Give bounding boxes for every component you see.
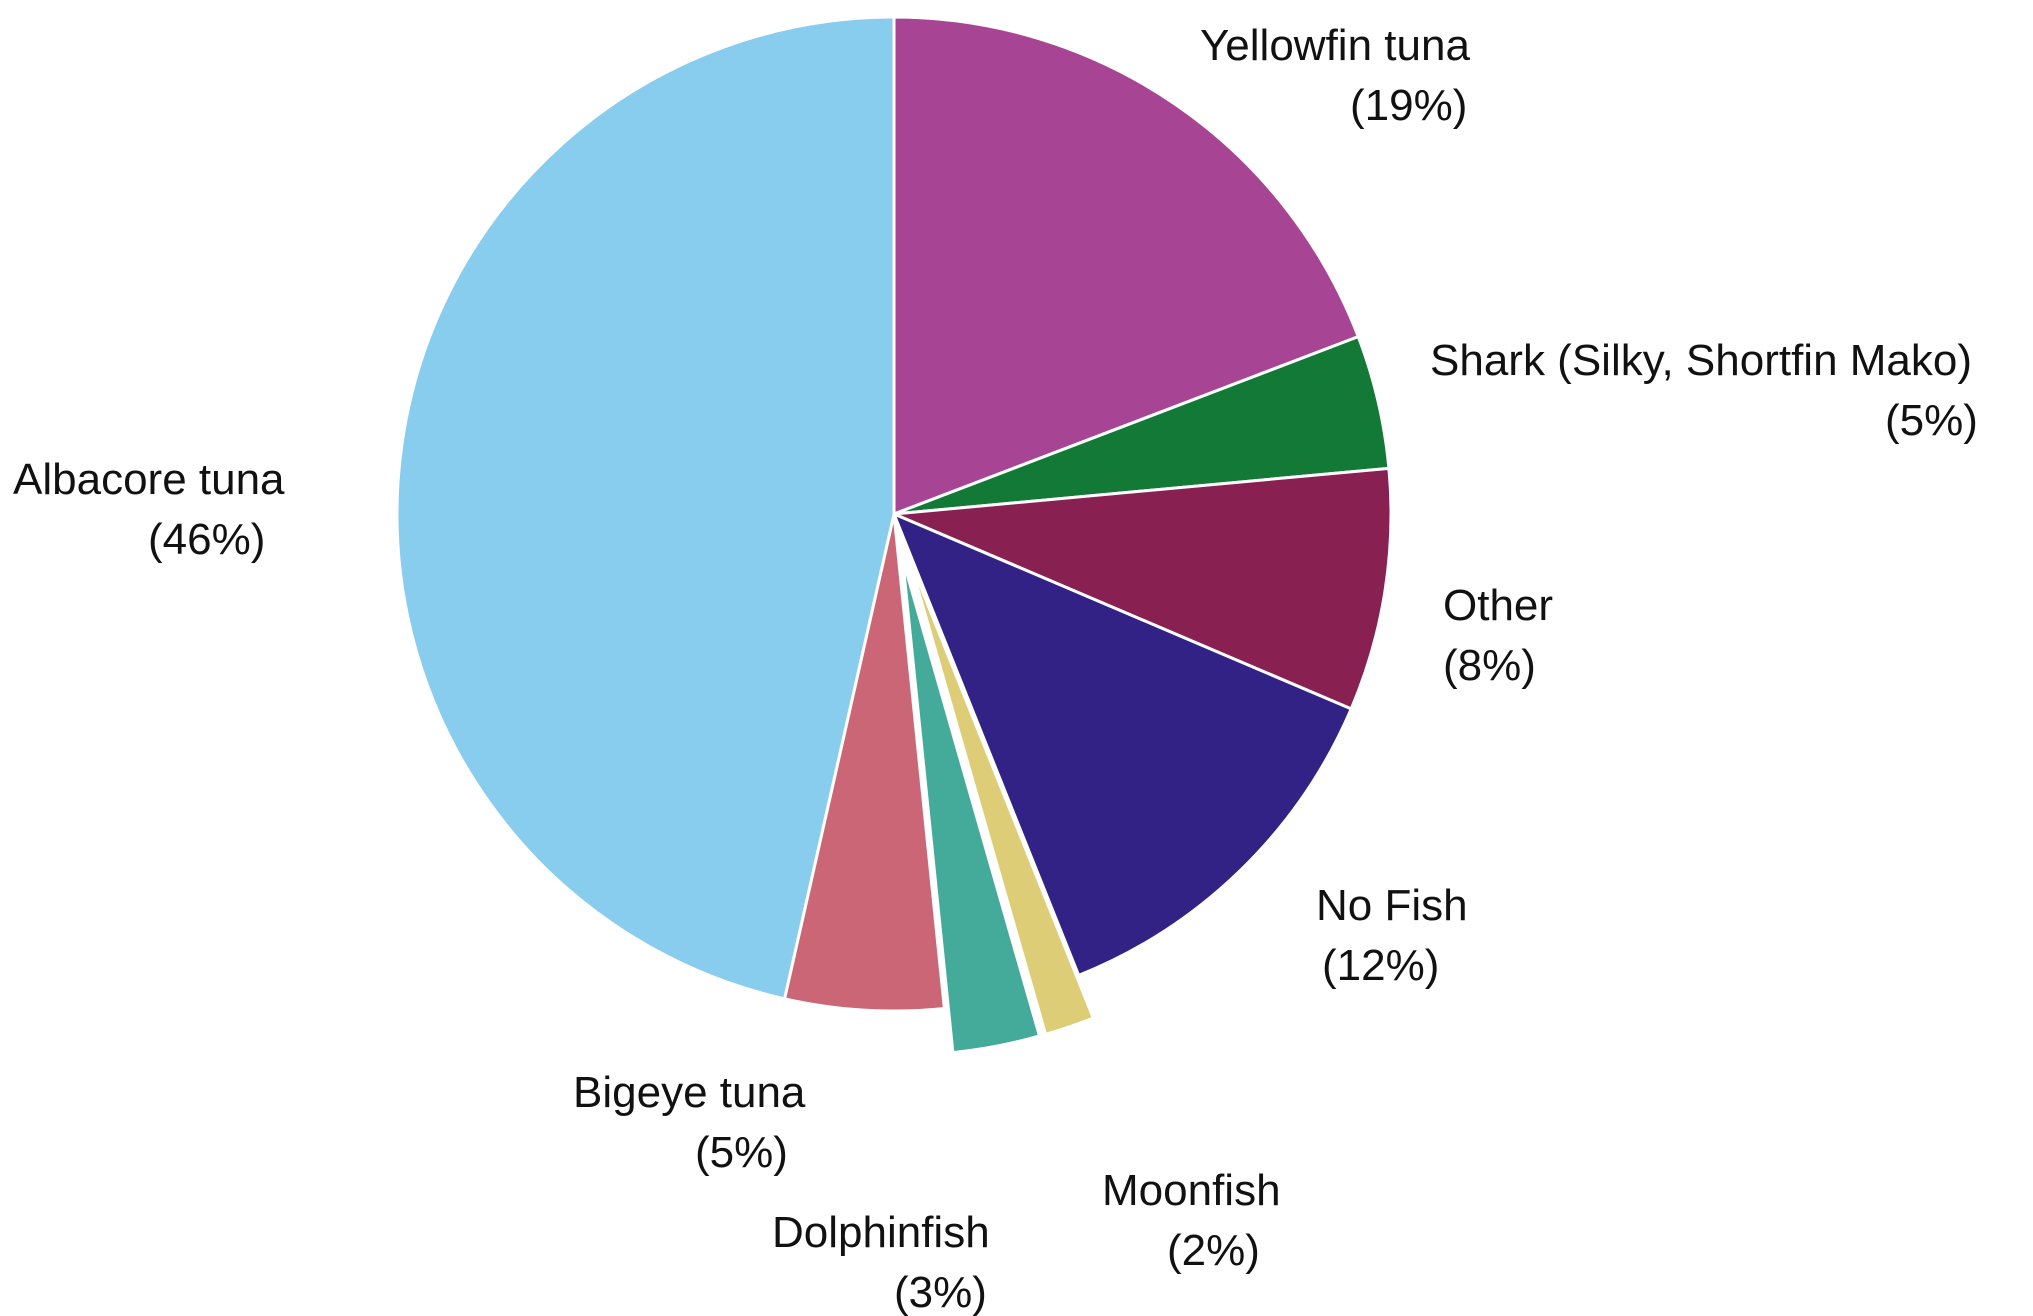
pie-slices	[395, 15, 1393, 1055]
pie-slice-dolphinfish	[901, 556, 1042, 1055]
slice-percent-no-fish: (12%)	[1322, 941, 1439, 990]
slice-label-no-fish: No Fish	[1316, 881, 1468, 930]
slice-percent-bigeye-tuna: (5%)	[695, 1128, 788, 1177]
pie-labels: Yellowfin tuna (19%) Shark (Silky, Shortfi…	[13, 21, 1978, 1316]
pie-slice-no-fish	[892, 512, 1353, 977]
slice-percent-dolphinfish: (3%)	[894, 1268, 987, 1316]
slice-percent-yellowfin-tuna: (19%)	[1350, 81, 1467, 130]
pie-slice-bigeye-tuna	[783, 512, 946, 1013]
slice-percent-moonfish: (2%)	[1167, 1226, 1260, 1275]
slice-label-shark-silky-shortfin-mako: Shark (Silky, Shortfin Mako)	[1430, 336, 1972, 385]
slice-label-other: Other	[1443, 581, 1553, 630]
slice-label-albacore-tuna: Albacore tuna	[13, 455, 285, 504]
slice-percent-other: (8%)	[1443, 641, 1536, 690]
pie-slice-albacore-tuna	[395, 15, 896, 1001]
slice-label-moonfish: Moonfish	[1102, 1166, 1281, 1215]
slice-percent-shark-silky-shortfin-mako: (5%)	[1885, 396, 1978, 445]
pie-slice-other	[892, 466, 1393, 711]
slice-label-yellowfin-tuna: Yellowfin tuna	[1200, 21, 1470, 70]
slice-label-dolphinfish: Dolphinfish	[772, 1208, 990, 1257]
pie-slice-yellowfin-tuna	[892, 15, 1360, 516]
slice-percent-albacore-tuna: (46%)	[148, 515, 265, 564]
pie-slice-moonfish	[907, 555, 1095, 1036]
slice-label-bigeye-tuna: Bigeye tuna	[573, 1068, 806, 1117]
